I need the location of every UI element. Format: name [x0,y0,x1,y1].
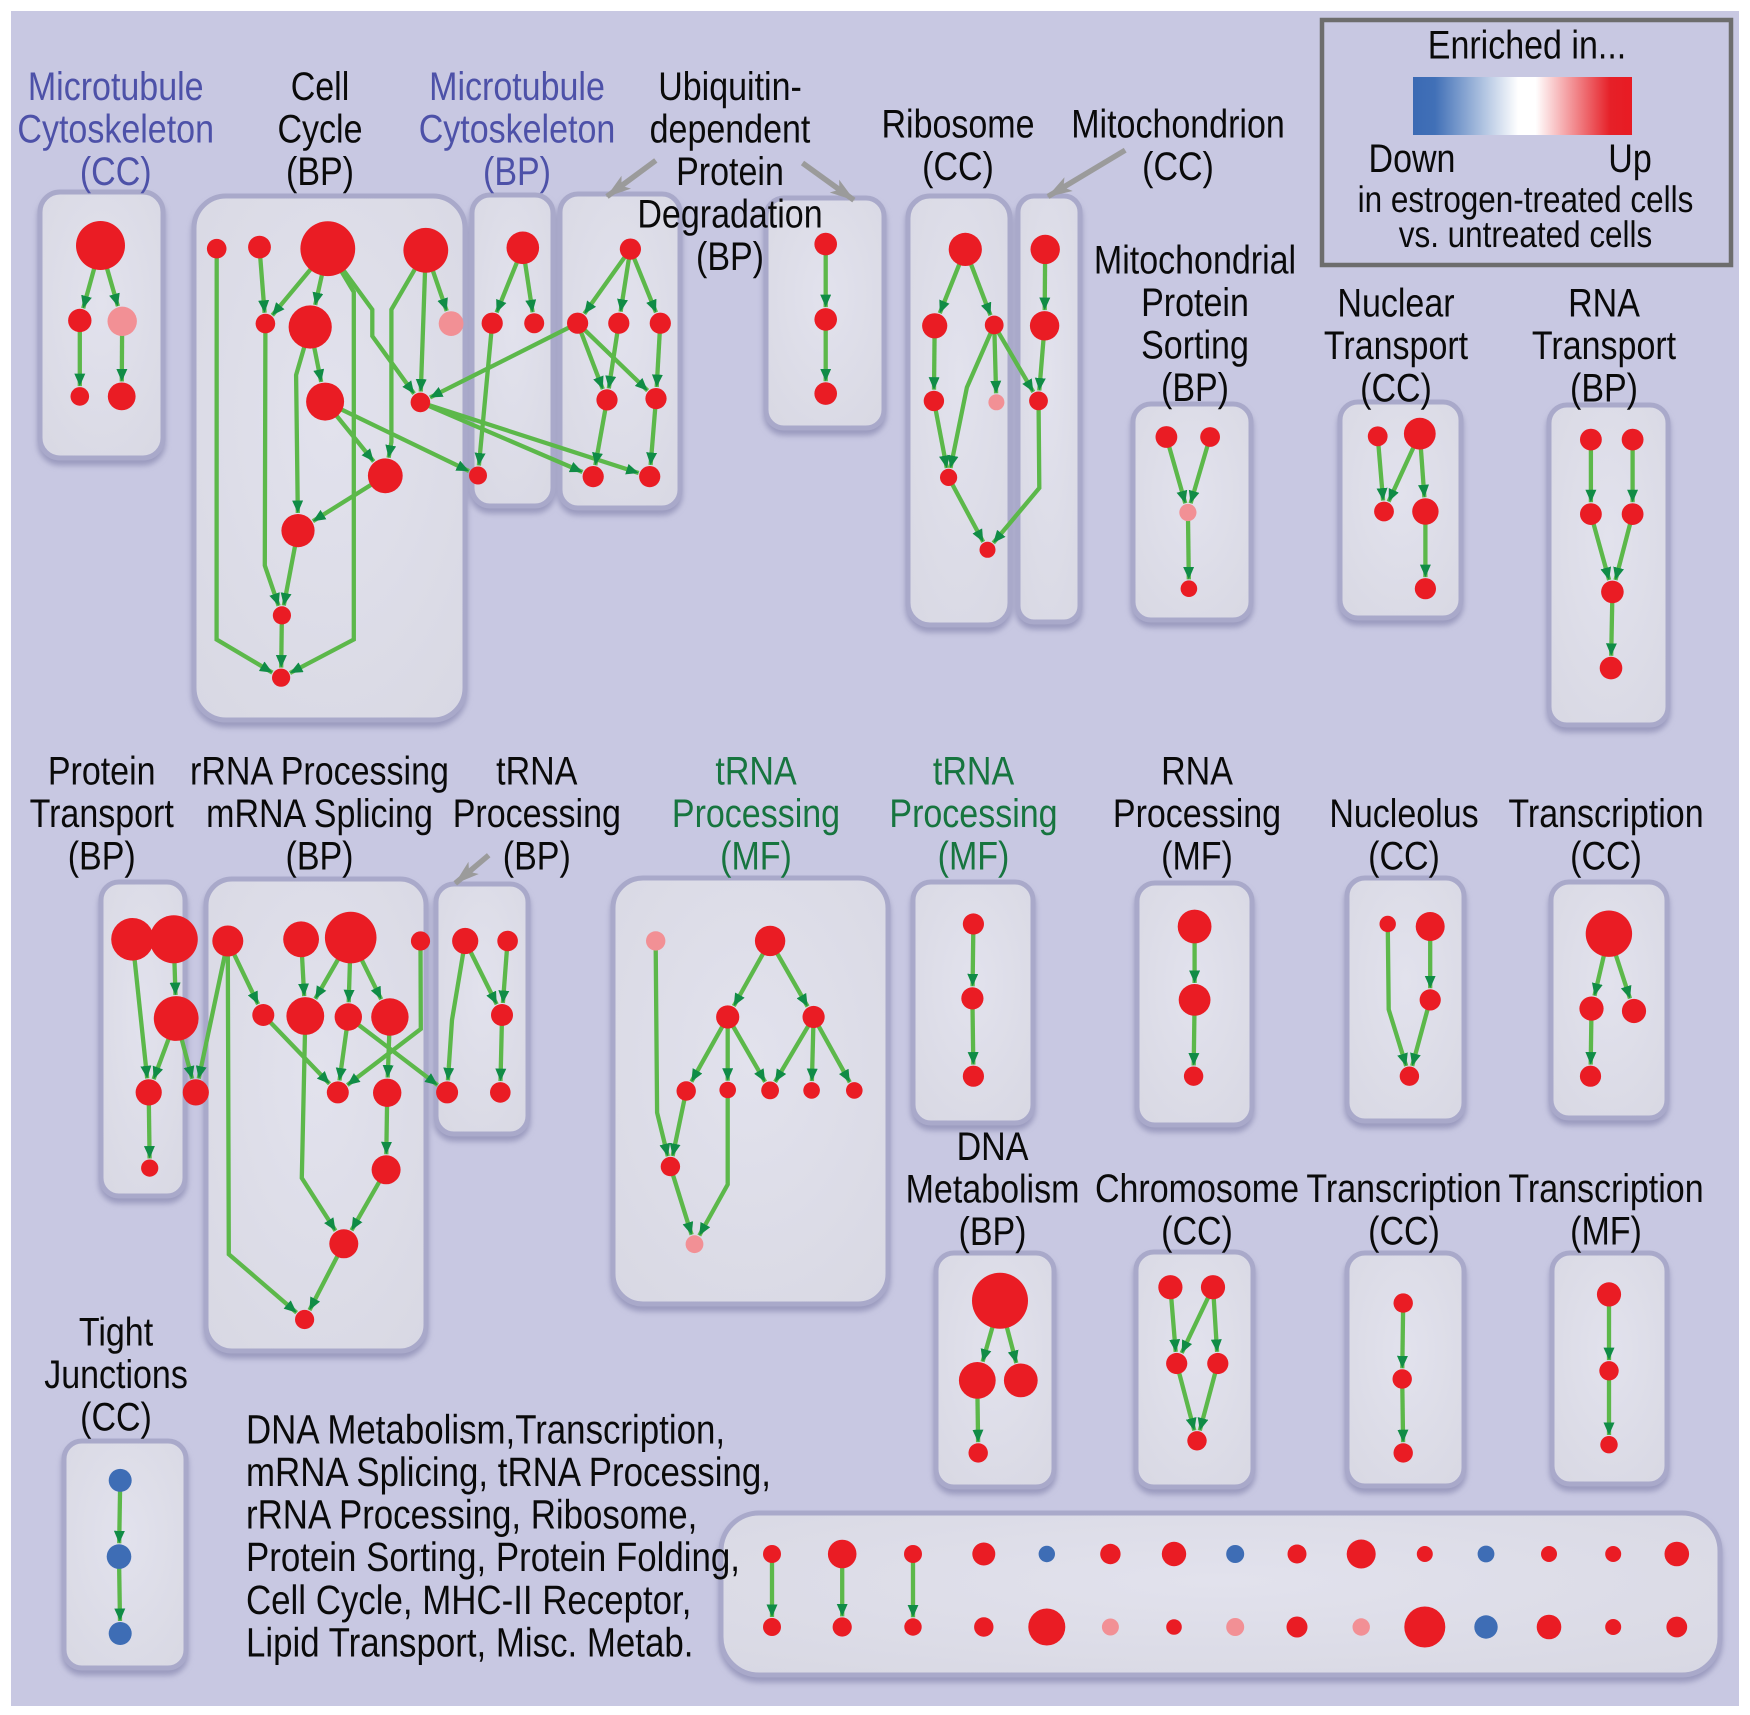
svg-text:(BP): (BP) [1570,366,1638,410]
svg-text:(MF): (MF) [938,835,1010,879]
svg-text:(BP): (BP) [483,150,551,194]
svg-text:Protein Sorting, Protein Foldi: Protein Sorting, Protein Folding, [246,1534,740,1580]
svg-text:Protein: Protein [48,750,156,794]
svg-text:(CC): (CC) [1161,1210,1233,1254]
svg-text:Transcription: Transcription [1306,1167,1501,1211]
svg-text:RNA: RNA [1161,750,1233,794]
svg-text:RNA: RNA [1568,281,1640,325]
svg-text:Degradation: Degradation [637,192,822,236]
svg-text:Cell Cycle, MHC-II Receptor,: Cell Cycle, MHC-II Receptor, [246,1577,691,1623]
svg-text:DNA Metabolism,Transcription,: DNA Metabolism,Transcription, [246,1406,725,1452]
svg-text:(CC): (CC) [1570,834,1642,878]
svg-text:(BP): (BP) [959,1210,1027,1254]
svg-text:Ubiquitin-: Ubiquitin- [658,65,802,109]
svg-text:DNA: DNA [957,1125,1029,1169]
svg-text:Nucleolus: Nucleolus [1329,792,1478,836]
svg-text:Lipid Transport, Misc. Metab.: Lipid Transport, Misc. Metab. [246,1619,693,1665]
svg-text:(MF): (MF) [720,835,792,879]
svg-text:Metabolism: Metabolism [906,1168,1080,1212]
svg-text:Mitochondrial: Mitochondrial [1094,239,1296,283]
svg-text:Up: Up [1608,137,1651,181]
svg-text:(CC): (CC) [1368,834,1440,878]
svg-text:(MF): (MF) [1570,1210,1642,1254]
svg-text:Transcription: Transcription [1508,1167,1703,1211]
svg-text:Processing: Processing [672,792,840,836]
svg-text:mRNA Splicing: mRNA Splicing [206,792,433,836]
svg-text:Processing: Processing [1113,792,1281,836]
svg-text:Enriched in...: Enriched in... [1428,24,1626,68]
svg-text:Sorting: Sorting [1141,324,1249,368]
svg-text:Cytoskeleton: Cytoskeleton [419,107,616,151]
svg-text:(CC): (CC) [922,145,994,189]
svg-text:(CC): (CC) [1360,366,1432,410]
svg-text:tRNA: tRNA [715,750,797,794]
svg-text:Mitochondrion: Mitochondrion [1071,102,1285,146]
svg-text:Chromosome: Chromosome [1095,1167,1299,1211]
svg-text:(CC): (CC) [1142,145,1214,189]
svg-text:rRNA Processing: rRNA Processing [190,750,449,794]
svg-text:(BP): (BP) [1161,366,1229,410]
svg-text:vs. untreated cells: vs. untreated cells [1399,214,1652,255]
svg-text:(BP): (BP) [68,835,136,879]
svg-text:Microtubule: Microtubule [28,65,204,109]
svg-text:Microtubule: Microtubule [429,65,605,109]
svg-text:Transcription: Transcription [1508,792,1703,836]
svg-text:Junctions: Junctions [44,1353,188,1397]
svg-text:Nuclear: Nuclear [1337,281,1454,325]
svg-text:(BP): (BP) [286,835,354,879]
svg-text:Cytoskeleton: Cytoskeleton [17,107,214,151]
svg-text:(CC): (CC) [80,1396,152,1440]
svg-text:Protein: Protein [1141,281,1249,325]
svg-text:(MF): (MF) [1161,835,1233,879]
svg-text:Tight: Tight [79,1311,153,1355]
svg-text:Ribosome: Ribosome [881,102,1034,146]
svg-text:(BP): (BP) [696,235,764,279]
svg-text:dependent: dependent [650,107,811,151]
svg-text:(BP): (BP) [286,150,354,194]
svg-text:Processing: Processing [889,792,1057,836]
svg-text:Down: Down [1369,137,1456,181]
svg-text:rRNA Processing, Ribosome,: rRNA Processing, Ribosome, [246,1492,697,1538]
svg-text:Cell: Cell [291,65,350,109]
svg-text:Protein: Protein [676,150,784,194]
svg-text:Transport: Transport [30,792,174,836]
svg-text:Cycle: Cycle [277,107,362,151]
svg-text:(BP): (BP) [503,835,571,879]
svg-text:tRNA: tRNA [496,750,578,794]
svg-text:tRNA: tRNA [933,750,1015,794]
svg-text:(CC): (CC) [1368,1210,1440,1254]
svg-text:Transport: Transport [1324,324,1468,368]
svg-text:in estrogen-treated cells: in estrogen-treated cells [1358,179,1694,220]
svg-text:mRNA Splicing, tRNA Processing: mRNA Splicing, tRNA Processing, [246,1449,771,1495]
svg-text:(CC): (CC) [80,150,152,194]
svg-text:Transport: Transport [1532,324,1676,368]
svg-text:Processing: Processing [453,792,621,836]
